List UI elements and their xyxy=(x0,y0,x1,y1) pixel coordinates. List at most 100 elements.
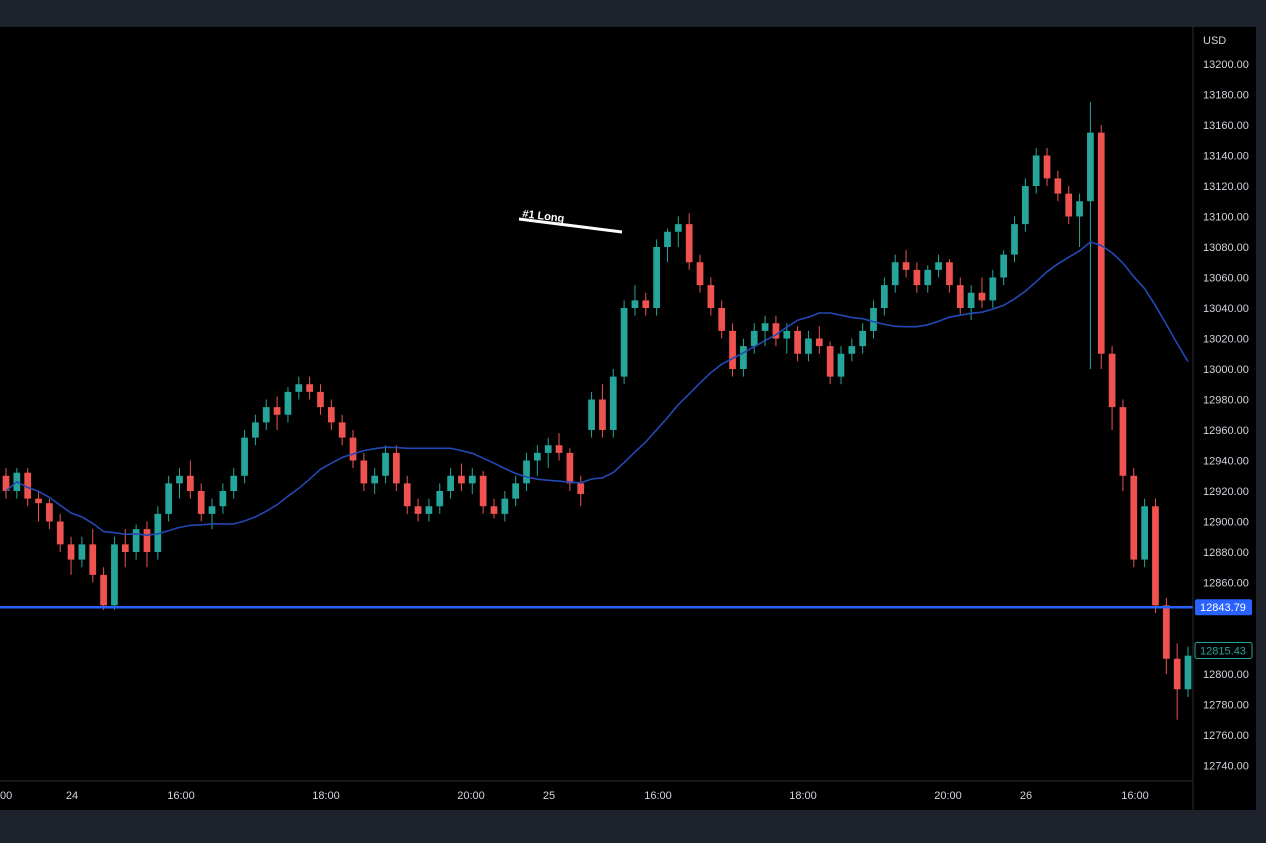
candle-body xyxy=(56,521,64,545)
candle xyxy=(1152,498,1159,613)
candle xyxy=(1065,186,1073,225)
candle-body xyxy=(436,491,444,507)
candle-body xyxy=(403,483,411,507)
price-tick-label: 12780.00 xyxy=(1203,700,1249,712)
candle xyxy=(978,277,986,308)
candle-body xyxy=(924,269,932,286)
candle xyxy=(1054,170,1062,202)
candle xyxy=(696,254,704,293)
candle xyxy=(555,433,563,461)
candle xyxy=(859,323,867,354)
candle xyxy=(794,326,801,362)
price-axis[interactable]: 13200.00 13180.00 13160.00 13140.00 13120.00… xyxy=(1203,59,1249,773)
candle-body xyxy=(501,498,509,514)
candle xyxy=(360,452,368,491)
candle xyxy=(338,414,346,446)
candle xyxy=(468,468,476,495)
time-tick-label: 16:00 xyxy=(644,790,672,802)
candle xyxy=(577,475,585,507)
candle xyxy=(1173,643,1181,720)
price-tick-label: 12920.00 xyxy=(1203,486,1249,498)
price-tick-label: 12900.00 xyxy=(1203,517,1249,529)
candle-body xyxy=(718,308,726,331)
candle xyxy=(967,285,975,321)
time-tick-label: 24 xyxy=(66,790,78,802)
candle-body xyxy=(837,353,845,377)
candle xyxy=(273,396,281,430)
candle-body xyxy=(740,346,747,369)
candle xyxy=(544,437,552,469)
candle-body xyxy=(685,224,693,263)
price-tick-label: 13020.00 xyxy=(1203,334,1249,346)
candle xyxy=(252,414,259,446)
candle-body xyxy=(577,483,585,495)
candle xyxy=(1097,125,1105,369)
candle xyxy=(924,265,932,293)
candle xyxy=(512,475,520,507)
candle xyxy=(371,468,379,495)
candle-body xyxy=(2,475,10,491)
candle-body xyxy=(479,475,487,507)
time-tick-label: 20:00 xyxy=(457,790,485,802)
candle-body xyxy=(468,475,476,484)
candle-body xyxy=(273,407,281,415)
candle xyxy=(902,250,910,278)
candle-body xyxy=(458,475,465,484)
candlestick-chart[interactable]: #1 Long USD 13200.00 13180.00 13160.00 1314… xyxy=(0,27,1256,810)
price-tick-label: 12740.00 xyxy=(1203,761,1249,773)
annotation[interactable]: #1 Long xyxy=(518,208,623,234)
candle-body xyxy=(588,399,595,430)
chart-area[interactable]: #1 Long USD 13200.00 13180.00 13160.00 1314… xyxy=(0,27,1256,810)
candle xyxy=(501,491,509,522)
time-axis[interactable]: 00 24 16:00 18:00 20:00 25 16:00 18:00 20:00 26 16… xyxy=(0,790,1149,802)
candle xyxy=(143,521,151,568)
candle xyxy=(891,254,899,293)
candle-body xyxy=(913,269,921,286)
candle xyxy=(295,376,303,400)
candle-body xyxy=(772,323,780,339)
candle xyxy=(56,513,64,552)
candle-body xyxy=(1000,254,1008,278)
candle xyxy=(111,536,118,610)
price-tick-label: 13120.00 xyxy=(1203,181,1249,193)
candle-body xyxy=(729,330,736,369)
candle xyxy=(403,475,411,514)
candle xyxy=(490,498,498,519)
candle-body xyxy=(382,452,389,476)
candle xyxy=(523,452,530,491)
time-tick-label: 26 xyxy=(1020,790,1032,802)
candle xyxy=(306,376,313,400)
candle xyxy=(393,445,400,491)
candle xyxy=(1032,147,1040,194)
annotation-line[interactable] xyxy=(518,217,623,234)
candle-body xyxy=(241,437,248,476)
price-tick-label: 12880.00 xyxy=(1203,547,1249,559)
candle-body xyxy=(707,285,715,308)
candle xyxy=(642,292,650,316)
candle-body xyxy=(447,475,454,491)
candle-body xyxy=(1032,155,1040,186)
price-tick-label: 13100.00 xyxy=(1203,212,1249,224)
candle-body xyxy=(859,330,867,347)
candle-body xyxy=(664,231,671,247)
price-tick-label: 13140.00 xyxy=(1203,151,1249,163)
candle xyxy=(1130,468,1138,568)
candle-body xyxy=(826,346,834,377)
candle xyxy=(1184,646,1192,697)
candle-body xyxy=(338,422,346,438)
candle xyxy=(1000,250,1008,286)
candle xyxy=(599,384,606,438)
candle xyxy=(566,448,574,491)
candle xyxy=(826,341,834,385)
candle xyxy=(78,536,86,568)
candle-body xyxy=(154,513,162,552)
time-tick-label: 18:00 xyxy=(312,790,340,802)
candle-body xyxy=(946,262,953,286)
candle xyxy=(154,506,162,560)
time-tick-label: 16:00 xyxy=(167,790,195,802)
price-tick-label: 13000.00 xyxy=(1203,364,1249,376)
candle-body xyxy=(100,574,107,606)
candle xyxy=(729,323,736,377)
price-tick-label: 13040.00 xyxy=(1203,303,1249,315)
candle-body xyxy=(1076,201,1083,217)
